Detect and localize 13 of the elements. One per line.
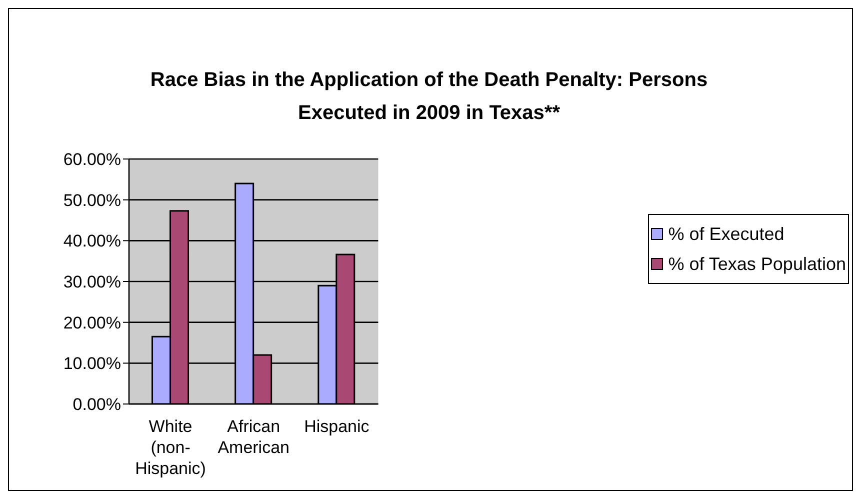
y-tick-label: 40.00% xyxy=(63,232,121,251)
y-tick-label: 50.00% xyxy=(63,190,121,210)
x-tick-label: White (non-Hispanic) xyxy=(135,417,206,478)
legend-label: % of Texas Population xyxy=(667,253,846,276)
y-tick-label: 0.00% xyxy=(72,395,121,414)
y-tick-label: 20.00% xyxy=(63,313,121,332)
legend-label: % of Executed xyxy=(667,223,786,246)
y-tick-label: 30.00% xyxy=(63,272,121,292)
x-tick-label: Hispanic xyxy=(304,417,370,436)
text: Race Bias in the Application of the Death Penalty: Persons Executed in 2009 in Texas** xyxy=(149,68,709,126)
y-tick-label: 10.00% xyxy=(63,354,121,374)
y-tick-label: 60.00% xyxy=(63,150,121,170)
x-tick-label: African American xyxy=(218,417,290,457)
